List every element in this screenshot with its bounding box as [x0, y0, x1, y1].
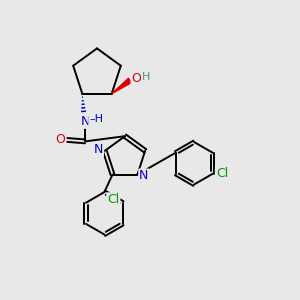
Text: Cl: Cl — [107, 193, 119, 206]
Text: –H: –H — [89, 114, 103, 124]
Text: N: N — [139, 169, 148, 182]
Text: N: N — [94, 143, 103, 156]
Text: N: N — [80, 115, 90, 128]
Text: Cl: Cl — [216, 167, 228, 180]
Text: O: O — [131, 73, 141, 85]
Polygon shape — [112, 78, 131, 94]
Text: O: O — [56, 134, 65, 146]
Text: H: H — [142, 73, 150, 82]
